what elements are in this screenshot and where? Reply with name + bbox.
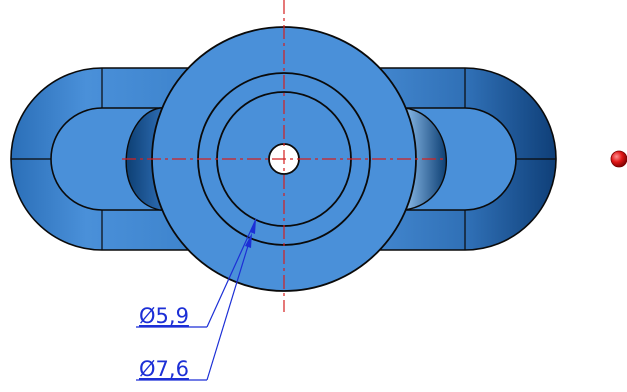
diameter-dimension-small[interactable]: Ø5,9 (139, 304, 189, 328)
dimension-leaders[interactable] (136, 218, 257, 381)
centerlines (122, 0, 446, 312)
point-marker-icon[interactable] (610, 150, 627, 168)
diameter-dimension-large[interactable]: Ø7,6 (139, 357, 189, 381)
